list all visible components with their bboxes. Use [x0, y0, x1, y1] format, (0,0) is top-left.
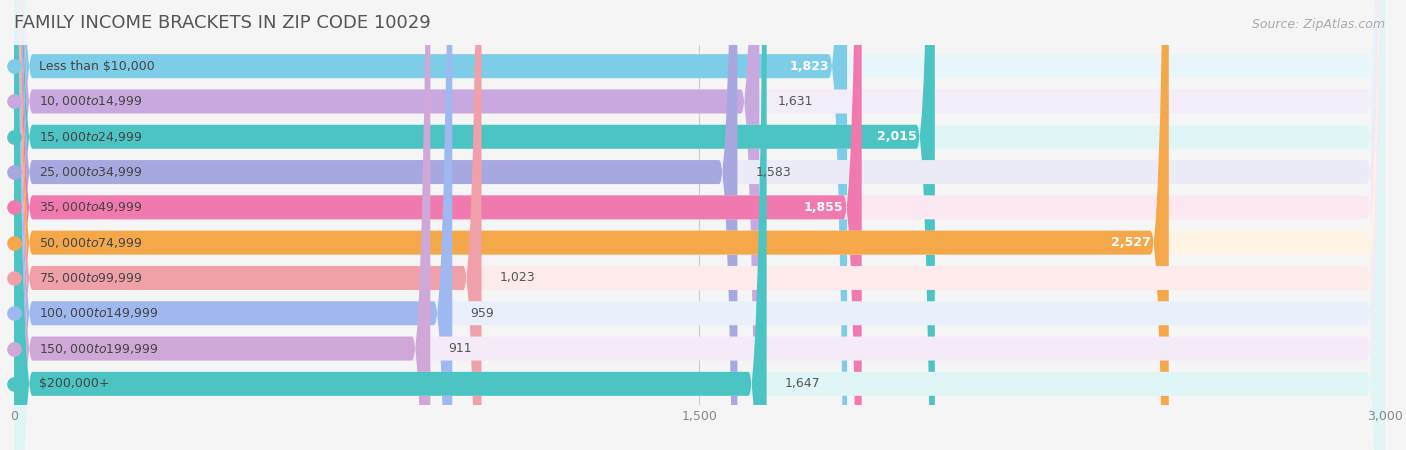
FancyBboxPatch shape — [14, 0, 862, 450]
FancyBboxPatch shape — [14, 0, 737, 450]
Text: 1,631: 1,631 — [778, 95, 813, 108]
FancyBboxPatch shape — [14, 0, 1385, 450]
FancyBboxPatch shape — [14, 0, 1385, 450]
Text: FAMILY INCOME BRACKETS IN ZIP CODE 10029: FAMILY INCOME BRACKETS IN ZIP CODE 10029 — [14, 14, 430, 32]
FancyBboxPatch shape — [14, 0, 1385, 450]
Text: $150,000 to $199,999: $150,000 to $199,999 — [39, 342, 159, 356]
FancyBboxPatch shape — [14, 0, 453, 450]
FancyBboxPatch shape — [14, 0, 481, 450]
FancyBboxPatch shape — [14, 0, 1385, 450]
Text: 1,023: 1,023 — [499, 271, 536, 284]
Text: $50,000 to $74,999: $50,000 to $74,999 — [39, 236, 142, 250]
Text: $35,000 to $49,999: $35,000 to $49,999 — [39, 200, 142, 214]
Text: 2,527: 2,527 — [1111, 236, 1150, 249]
Text: $15,000 to $24,999: $15,000 to $24,999 — [39, 130, 142, 144]
FancyBboxPatch shape — [14, 0, 846, 450]
Text: 959: 959 — [471, 307, 495, 320]
FancyBboxPatch shape — [14, 0, 759, 450]
Text: $200,000+: $200,000+ — [39, 377, 110, 390]
Text: $75,000 to $99,999: $75,000 to $99,999 — [39, 271, 142, 285]
FancyBboxPatch shape — [14, 0, 1385, 450]
FancyBboxPatch shape — [14, 0, 1385, 450]
Text: 2,015: 2,015 — [877, 130, 917, 143]
FancyBboxPatch shape — [14, 0, 935, 450]
Text: $100,000 to $149,999: $100,000 to $149,999 — [39, 306, 159, 320]
Text: Source: ZipAtlas.com: Source: ZipAtlas.com — [1251, 18, 1385, 31]
FancyBboxPatch shape — [14, 0, 430, 450]
Text: $25,000 to $34,999: $25,000 to $34,999 — [39, 165, 142, 179]
FancyBboxPatch shape — [14, 0, 1385, 450]
FancyBboxPatch shape — [14, 0, 1385, 450]
Text: 1,583: 1,583 — [755, 166, 792, 179]
Text: Less than $10,000: Less than $10,000 — [39, 60, 155, 73]
FancyBboxPatch shape — [14, 0, 1385, 450]
Text: 911: 911 — [449, 342, 472, 355]
FancyBboxPatch shape — [14, 0, 1168, 450]
Text: $10,000 to $14,999: $10,000 to $14,999 — [39, 94, 142, 108]
Text: 1,823: 1,823 — [789, 60, 828, 73]
Text: 1,855: 1,855 — [804, 201, 844, 214]
FancyBboxPatch shape — [14, 0, 766, 450]
Text: 1,647: 1,647 — [785, 377, 821, 390]
FancyBboxPatch shape — [14, 0, 1385, 450]
